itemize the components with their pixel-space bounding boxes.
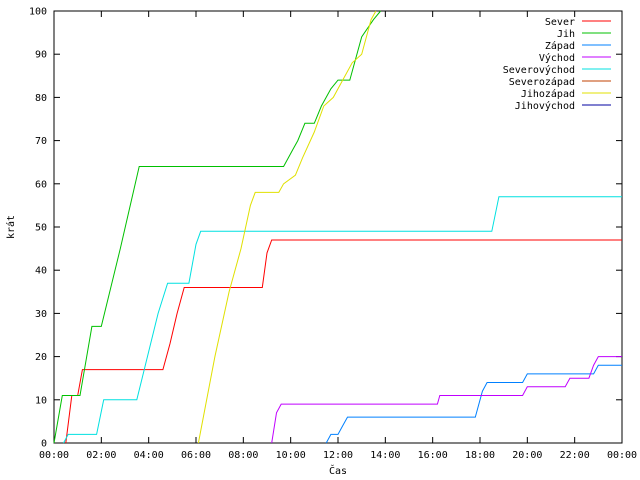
x-tick-label: 22:00 <box>560 450 590 461</box>
series-line-sever <box>65 239 622 444</box>
x-axis-title: Čas <box>329 464 347 477</box>
legend-label: Jih <box>557 29 575 40</box>
legend-label: Východ <box>539 52 575 64</box>
y-tick-label: 50 <box>35 223 47 234</box>
x-tick-label: 20:00 <box>512 450 542 461</box>
x-tick-label: 02:00 <box>86 450 116 461</box>
y-tick-label: 90 <box>35 50 47 61</box>
legend-label: Severozápad <box>509 76 575 88</box>
legend-label: Západ <box>545 40 575 52</box>
y-tick-label: 0 <box>41 439 47 450</box>
axis-ticks: 0 10 20 30 40 50 60 70 80 90 100 00:00 02:00 04:00 06:… <box>29 7 637 462</box>
series-lines <box>53 10 622 444</box>
series-line-jih <box>53 10 381 444</box>
y-tick-label: 30 <box>35 309 47 320</box>
series-line-západ <box>325 364 622 444</box>
y-tick-label: 60 <box>35 179 47 190</box>
x-tick-label: 18:00 <box>465 450 495 461</box>
x-tick-label: 00:00 <box>607 450 637 461</box>
y-tick-label: 70 <box>35 136 47 147</box>
y-tick-label: 20 <box>35 352 47 363</box>
legend: SeverJihZápadVýchodSeverovýchodSeverozáp… <box>503 17 611 112</box>
y-axis-title: krát <box>5 215 17 239</box>
x-tick-label: 16:00 <box>418 450 448 461</box>
legend-label: Jihovýchod <box>515 100 575 112</box>
series-line-jihozápad <box>197 10 377 444</box>
y-tick-label: 10 <box>35 395 47 406</box>
x-tick-label: 10:00 <box>276 450 306 461</box>
x-tick-label: 14:00 <box>370 450 400 461</box>
y-tick-label: 80 <box>35 93 47 104</box>
y-tick-label: 40 <box>35 266 47 277</box>
series-line-východ <box>271 356 622 444</box>
y-tick-label: 100 <box>29 7 47 18</box>
legend-label: Severovýchod <box>503 64 575 76</box>
x-tick-label: 12:00 <box>323 450 353 461</box>
x-tick-label: 08:00 <box>228 450 258 461</box>
x-tick-label: 00:00 <box>39 450 69 461</box>
series-line-severovýchod <box>63 196 622 444</box>
legend-label: Sever <box>545 17 575 28</box>
x-tick-label: 04:00 <box>134 450 164 461</box>
x-tick-label: 06:00 <box>181 450 211 461</box>
legend-label: Jihozápad <box>521 88 575 100</box>
